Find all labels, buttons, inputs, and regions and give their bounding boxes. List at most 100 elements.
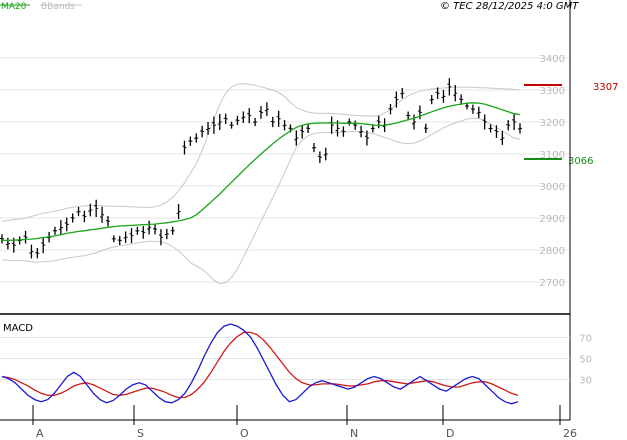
price-bar [311, 142, 316, 153]
price-bar [300, 124, 305, 139]
price-bar [412, 114, 417, 130]
price-bar [58, 220, 63, 236]
price-bar [105, 216, 110, 227]
macd-panel: MACD 70 50 30 [0, 323, 592, 405]
price-bar [441, 90, 446, 103]
price-bar [194, 133, 199, 143]
price-bar [64, 217, 69, 232]
price-bar [52, 226, 57, 235]
x-tick-label: A [36, 427, 44, 440]
price-bar [176, 204, 181, 220]
x-axis: A S O N D 26 [32, 405, 577, 440]
legend-bb-label: BBands [41, 2, 75, 12]
price-grid [0, 57, 570, 283]
price-bar [470, 104, 475, 114]
price-bar [223, 113, 228, 124]
price-bar [182, 140, 187, 155]
price-bar [270, 116, 275, 128]
price-bar [453, 85, 458, 102]
price-bar [135, 226, 140, 235]
price-bar [129, 228, 134, 244]
copyright-text: © TEC 28/12/2025 4:0 GMT [440, 1, 579, 12]
price-bar [476, 106, 481, 119]
price-bar [364, 130, 369, 146]
macd-y-tick: 70 [579, 334, 592, 345]
price-bar [276, 110, 281, 127]
price-bar [253, 117, 258, 127]
price-y-tick: 2700 [540, 278, 565, 289]
macd-label: MACD [3, 323, 33, 334]
price-bar [317, 151, 322, 163]
price-bar [447, 78, 452, 96]
price-y-tick: 3300 [540, 86, 565, 97]
price-bar [506, 120, 511, 131]
x-tick-label: 26 [563, 427, 577, 440]
price-y-tick: 2900 [540, 214, 565, 225]
price-bar [323, 147, 328, 161]
price-bar [100, 206, 105, 223]
price-bar [5, 237, 10, 250]
price-y-tick: 3400 [540, 54, 565, 65]
x-tick-label: N [350, 427, 358, 440]
price-bar [247, 108, 252, 124]
price-bar [70, 213, 75, 223]
price-bar [111, 235, 116, 243]
bollinger-bands [1, 83, 521, 285]
price-bar [217, 113, 222, 131]
price-bar [41, 237, 46, 254]
price-bar [329, 116, 334, 134]
support-label: 3066 [568, 156, 593, 167]
price-bar [429, 94, 434, 105]
price-y-axis: 3400 3300 3200 3100 3000 2900 2800 2700 [540, 54, 565, 289]
price-bar [347, 118, 352, 126]
price-bar [211, 116, 216, 134]
price-y-tick: 3200 [540, 118, 565, 129]
price-bar [259, 106, 263, 119]
price-bar [123, 231, 128, 243]
price-bar [0, 234, 4, 244]
price-bar [76, 206, 81, 217]
price-bar [423, 123, 428, 134]
price-bar [200, 125, 205, 138]
price-bar [353, 120, 358, 130]
price-bar [500, 131, 505, 145]
price-bar [435, 87, 440, 99]
price-bars [0, 78, 522, 259]
price-bar [164, 228, 169, 240]
price-bar [35, 248, 40, 259]
legend-ma-label: MA20 [1, 2, 27, 12]
price-panel: 3307 3066 3400 3300 3200 3100 3000 2900 2800 27… [0, 54, 618, 289]
price-bar [141, 226, 146, 239]
price-bar [400, 88, 405, 99]
price-bar [88, 203, 93, 217]
price-bar [241, 111, 246, 123]
price-bar [359, 125, 364, 138]
macd-y-tick: 50 [579, 355, 592, 366]
price-bar [394, 91, 399, 108]
macd-y-axis: 70 50 30 [579, 334, 592, 387]
price-bar [229, 121, 234, 129]
price-bar [206, 122, 211, 135]
price-bar [94, 199, 99, 218]
price-bar [482, 114, 487, 130]
price-bar [264, 102, 269, 117]
price-bar [406, 111, 411, 120]
x-tick-label: O [240, 427, 249, 440]
price-bar [82, 210, 87, 223]
price-bar [23, 230, 28, 244]
price-bar [341, 126, 346, 137]
macd-lines [1, 323, 519, 405]
price-bar [376, 115, 381, 129]
price-bar [417, 105, 422, 120]
price-bar [147, 220, 152, 235]
macd-line [1, 323, 519, 405]
price-bar [488, 124, 493, 133]
price-bar [518, 123, 522, 134]
price-bar [170, 226, 175, 235]
price-y-tick: 2800 [540, 246, 565, 257]
macd-grid [0, 337, 570, 380]
resistance-label: 3307 [593, 82, 618, 93]
x-tick-label: D [446, 427, 454, 440]
ma20-line [2, 102, 521, 242]
price-bar [370, 124, 375, 133]
